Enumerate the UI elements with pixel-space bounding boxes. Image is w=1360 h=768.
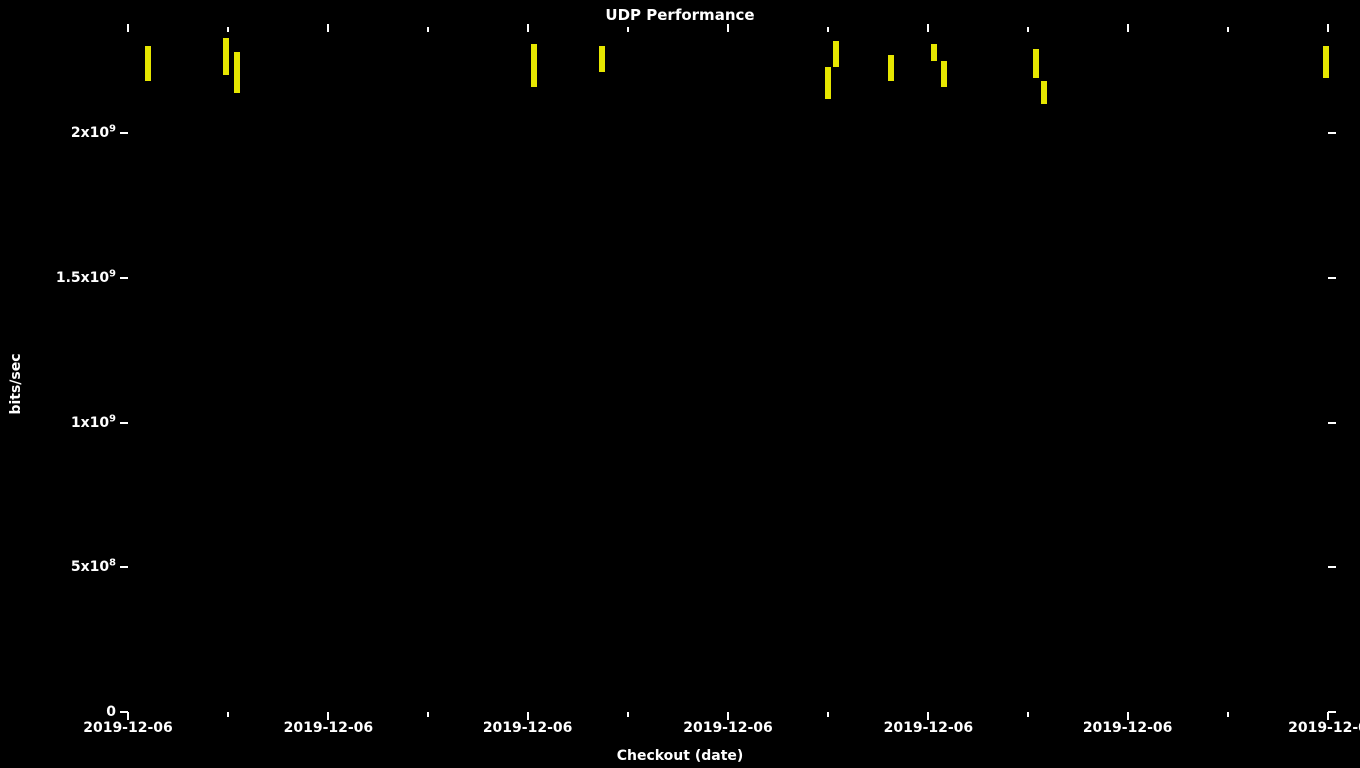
x-tick-label: 2019-12-06 bbox=[483, 720, 573, 736]
y-tick bbox=[120, 566, 128, 568]
data-point bbox=[931, 44, 937, 61]
x-tick bbox=[527, 712, 529, 720]
x-tick bbox=[127, 712, 129, 720]
x-tick bbox=[1127, 712, 1129, 720]
y-axis-label: bits/sec bbox=[8, 353, 24, 414]
x-tick-label: 2019-12-06 bbox=[83, 720, 173, 736]
x-tick bbox=[527, 24, 529, 32]
data-point bbox=[234, 52, 240, 93]
x-tick bbox=[727, 712, 729, 720]
y-tick bbox=[120, 422, 128, 424]
y-tick bbox=[120, 132, 128, 134]
data-point bbox=[1041, 81, 1047, 104]
y-tick-label: 1x109 bbox=[71, 415, 116, 431]
x-minor-tick bbox=[227, 27, 229, 32]
data-point bbox=[833, 41, 839, 67]
x-tick bbox=[1327, 712, 1329, 720]
x-tick-label: 2019-12-06 bbox=[884, 720, 974, 736]
x-tick bbox=[927, 24, 929, 32]
x-minor-tick bbox=[427, 27, 429, 32]
x-minor-tick bbox=[627, 712, 629, 717]
x-minor-tick bbox=[227, 712, 229, 717]
y-tick bbox=[1328, 711, 1336, 713]
x-tick bbox=[1327, 24, 1329, 32]
x-tick bbox=[327, 712, 329, 720]
data-point bbox=[888, 55, 894, 81]
x-minor-tick bbox=[1227, 27, 1229, 32]
x-minor-tick bbox=[827, 712, 829, 717]
plot-area bbox=[128, 32, 1328, 712]
y-tick bbox=[1328, 132, 1336, 134]
x-tick bbox=[1127, 24, 1129, 32]
data-point bbox=[223, 38, 229, 76]
x-minor-tick bbox=[1227, 712, 1229, 717]
y-tick-label: 1.5x109 bbox=[56, 270, 116, 286]
x-tick-label: 2019-12-06 bbox=[1083, 720, 1173, 736]
y-tick bbox=[120, 277, 128, 279]
x-tick bbox=[127, 24, 129, 32]
x-tick bbox=[327, 24, 329, 32]
x-minor-tick bbox=[827, 27, 829, 32]
data-point bbox=[1033, 49, 1039, 78]
x-minor-tick bbox=[427, 712, 429, 717]
x-axis-label: Checkout (date) bbox=[0, 748, 1360, 764]
x-minor-tick bbox=[1027, 27, 1029, 32]
x-minor-tick bbox=[627, 27, 629, 32]
chart-title: UDP Performance bbox=[0, 6, 1360, 24]
y-tick bbox=[1328, 422, 1336, 424]
udp-performance-chart: UDP Performance bits/sec Checkout (date) bbox=[0, 0, 1360, 768]
data-point bbox=[531, 44, 537, 87]
x-minor-tick bbox=[1027, 712, 1029, 717]
data-point bbox=[941, 61, 947, 87]
y-tick-label: 2x109 bbox=[71, 125, 116, 141]
y-tick bbox=[1328, 277, 1336, 279]
y-tick bbox=[1328, 566, 1336, 568]
x-tick bbox=[727, 24, 729, 32]
x-tick bbox=[927, 712, 929, 720]
data-point bbox=[825, 67, 831, 99]
y-tick-label: 0 bbox=[106, 704, 116, 720]
x-tick-label: 2019-12-06 bbox=[284, 720, 374, 736]
x-tick-label: 2019-12-06 bbox=[683, 720, 773, 736]
y-tick-label: 5x108 bbox=[71, 559, 116, 575]
data-point bbox=[145, 46, 151, 81]
data-point bbox=[1323, 46, 1329, 78]
data-point bbox=[599, 46, 605, 72]
x-tick-label: 2019-12-0 bbox=[1288, 720, 1360, 736]
